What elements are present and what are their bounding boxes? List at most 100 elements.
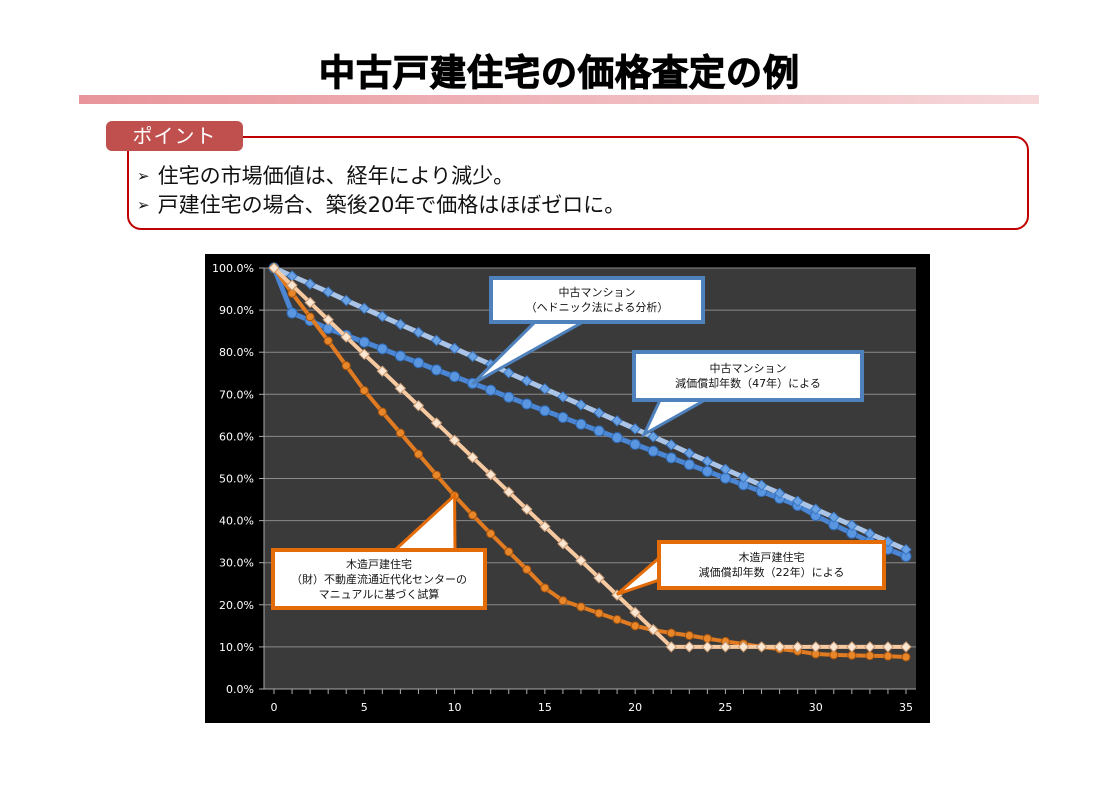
data-point <box>629 423 641 435</box>
data-point <box>575 418 587 430</box>
data-point <box>376 310 389 323</box>
y-tick-label: 20.0% <box>219 599 254 612</box>
y-tick-label: 40.0% <box>219 515 254 528</box>
data-point <box>521 503 533 515</box>
data-point <box>449 371 461 383</box>
data-point <box>359 386 369 396</box>
bullet-item: ➢ 戸建住宅の場合、築後20年で価格はほぼゼロに。 <box>137 191 625 220</box>
data-point <box>791 495 804 507</box>
data-point <box>304 296 316 309</box>
data-point <box>755 479 768 491</box>
data-point <box>557 411 569 423</box>
data-point <box>737 641 750 653</box>
data-point <box>901 652 911 662</box>
data-point <box>412 399 425 412</box>
data-point <box>322 286 334 298</box>
data-point <box>666 628 676 638</box>
data-point <box>864 641 876 653</box>
data-point <box>594 608 604 618</box>
bullet-item: ➢ 住宅の市場価値は、経年により減少。 <box>137 162 625 191</box>
data-point <box>304 278 316 290</box>
x-tick-label: 30 <box>809 701 823 714</box>
arrowhead-bullet-icon: ➢ <box>137 167 150 185</box>
y-tick-label: 0.0% <box>226 683 254 696</box>
data-point <box>539 520 551 533</box>
data-point <box>647 445 659 457</box>
data-point <box>395 428 405 438</box>
y-tick-label: 70.0% <box>219 388 254 401</box>
data-point <box>557 538 569 550</box>
data-point <box>575 554 587 567</box>
data-point <box>448 434 461 446</box>
data-point <box>558 596 568 606</box>
data-point <box>810 503 822 515</box>
data-point <box>629 438 641 450</box>
data-point <box>900 543 912 556</box>
y-tick-label: 50.0% <box>219 473 254 486</box>
data-point <box>358 336 370 348</box>
data-point <box>340 331 352 343</box>
data-point <box>503 486 515 498</box>
data-point <box>791 641 804 653</box>
data-point <box>268 262 280 274</box>
data-point <box>431 364 443 376</box>
data-point <box>647 431 659 443</box>
chart-plot: 0.0% 10.0% 20.0% 30.0% 40.0% 50.0% 60.0% 70.0% 8… <box>212 262 916 714</box>
data-point <box>593 425 605 437</box>
data-point <box>864 527 876 540</box>
data-point <box>539 383 551 395</box>
data-point <box>466 350 479 363</box>
x-tick-label: 10 <box>448 701 462 714</box>
data-point <box>630 621 640 631</box>
x-tick-label: 15 <box>538 701 552 714</box>
data-point <box>412 326 425 339</box>
data-point <box>322 314 334 326</box>
data-point <box>504 547 514 557</box>
data-point <box>810 641 822 653</box>
data-point <box>593 407 605 419</box>
data-point <box>521 398 533 410</box>
x-tick-label: 20 <box>628 701 642 714</box>
y-tick-label: 100.0% <box>212 262 254 275</box>
arrowhead-bullet-icon: ➢ <box>137 196 150 214</box>
data-point <box>484 469 497 481</box>
data-point <box>828 641 840 653</box>
y-tick-label: 80.0% <box>219 346 254 359</box>
data-point <box>719 641 732 653</box>
data-point <box>522 564 532 574</box>
data-point <box>430 334 443 347</box>
data-point <box>719 463 732 475</box>
data-point <box>683 641 696 653</box>
data-point <box>430 417 443 429</box>
data-point <box>846 641 858 653</box>
point-box <box>127 136 1029 230</box>
point-bullets: ➢ 住宅の市場価値は、経年により減少。 ➢ 戸建住宅の場合、築後20年で価格はほぼゼ… <box>137 162 625 220</box>
data-point <box>412 357 424 369</box>
data-point <box>701 455 714 467</box>
data-point <box>773 641 786 653</box>
data-point <box>882 641 894 653</box>
data-point <box>683 459 695 471</box>
y-tick-label: 60.0% <box>219 430 254 443</box>
data-point <box>358 348 370 361</box>
x-tick-label: 0 <box>271 701 278 714</box>
data-point <box>883 651 893 661</box>
data-point <box>665 439 677 451</box>
data-point <box>665 641 677 653</box>
x-tick-label: 35 <box>899 701 913 714</box>
data-point <box>305 312 315 322</box>
data-point <box>521 375 533 387</box>
point-tab-label: ポイント <box>106 121 243 151</box>
data-point <box>377 407 387 417</box>
data-point <box>900 641 912 653</box>
depreciation-line-chart: 0.0% 10.0% 20.0% 30.0% 40.0% 50.0% 60.0% 70.0% 8… <box>205 254 930 723</box>
data-point <box>485 384 497 396</box>
data-point <box>684 631 694 641</box>
data-point <box>701 465 713 477</box>
data-point <box>466 451 479 464</box>
x-tick-label: 25 <box>718 701 732 714</box>
y-tick-label: 10.0% <box>219 641 254 654</box>
data-point <box>286 279 298 291</box>
data-point <box>286 307 298 319</box>
data-point <box>755 641 768 653</box>
